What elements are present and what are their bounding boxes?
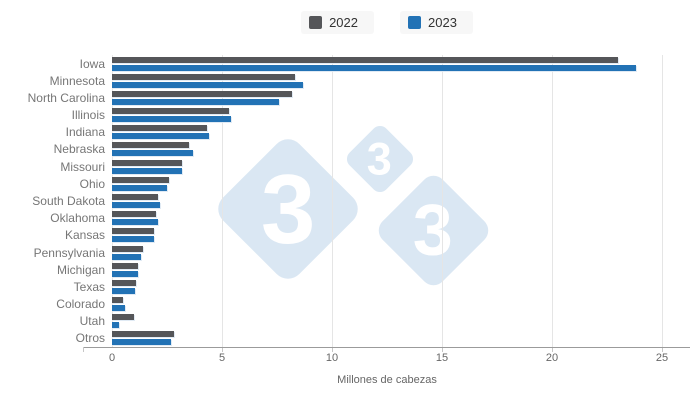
category-label-south-dakota: South Dakota bbox=[32, 194, 105, 208]
legend-swatch-icon bbox=[309, 16, 323, 29]
bar-2023-indiana[interactable] bbox=[112, 133, 209, 140]
bar-2022-texas[interactable] bbox=[112, 279, 137, 286]
category-label-oklahoma: Oklahoma bbox=[50, 211, 105, 226]
x-axis-title: Millones de cabezas bbox=[337, 374, 437, 386]
bar-2022-michigan[interactable] bbox=[112, 262, 139, 269]
bar-2022-pennsylvania[interactable] bbox=[112, 245, 143, 252]
chart-legend: 2022 2023 bbox=[112, 11, 662, 34]
category-label-otros: Otros bbox=[75, 331, 105, 346]
category-label-utah: Utah bbox=[79, 314, 105, 329]
gridline-10 bbox=[332, 55, 333, 347]
watermark-3-glyph: 3 bbox=[260, 153, 316, 264]
gridline-25 bbox=[662, 55, 663, 347]
x-tick-label-10: 10 bbox=[325, 352, 339, 364]
bar-2023-oklahoma[interactable] bbox=[112, 219, 159, 226]
watermark-diamond-3: 3 bbox=[372, 169, 494, 291]
bar-2022-otros[interactable] bbox=[112, 331, 174, 338]
x-axis-tick-20 bbox=[552, 347, 553, 352]
legend-item-2023[interactable]: 2023 bbox=[400, 11, 473, 34]
x-axis-tick-15 bbox=[442, 347, 443, 352]
bar-2023-illinois[interactable] bbox=[112, 116, 231, 123]
category-label-michigan: Michigan bbox=[56, 262, 105, 277]
watermark-3-glyph: 3 bbox=[367, 133, 393, 185]
bar-2023-ohio[interactable] bbox=[112, 184, 167, 191]
bar-2023-nebraska[interactable] bbox=[112, 150, 194, 157]
bar-2022-minnesota[interactable] bbox=[112, 73, 295, 80]
category-label-north-carolina: North Carolina bbox=[27, 90, 105, 105]
x-axis-tick-10 bbox=[332, 347, 333, 352]
bar-2022-oklahoma[interactable] bbox=[112, 211, 156, 218]
bar-2023-pennsylvania[interactable] bbox=[112, 253, 141, 260]
legend-item-2022[interactable]: 2022 bbox=[301, 11, 374, 34]
category-label-kansas: Kansas bbox=[64, 228, 105, 243]
legend-item-label: 2023 bbox=[428, 15, 457, 30]
category-label-minnesota: Minnesota bbox=[49, 73, 105, 88]
bar-2022-kansas[interactable] bbox=[112, 228, 154, 235]
y-axis-line bbox=[112, 55, 113, 347]
gridline-20 bbox=[552, 55, 553, 347]
bar-2022-illinois[interactable] bbox=[112, 108, 229, 115]
bar-2022-north-carolina[interactable] bbox=[112, 90, 293, 97]
watermark-diamond-1: 3 bbox=[211, 132, 365, 286]
bar-2023-north-carolina[interactable] bbox=[112, 98, 280, 105]
bar-2022-missouri[interactable] bbox=[112, 159, 183, 166]
gridline-15 bbox=[442, 55, 443, 347]
bar-2022-indiana[interactable] bbox=[112, 125, 207, 132]
bar-2022-utah[interactable] bbox=[112, 314, 134, 321]
bar-2023-minnesota[interactable] bbox=[112, 81, 304, 88]
watermark-diamond-2: 3 bbox=[343, 122, 417, 196]
x-tick-label-20: 20 bbox=[545, 352, 559, 364]
legend-swatch-icon bbox=[408, 16, 421, 29]
category-label-illinois: Illinois bbox=[71, 108, 105, 123]
bar-2023-otros[interactable] bbox=[112, 339, 172, 346]
category-label-pennsylvania: Pennsylvania bbox=[33, 245, 105, 260]
bar-2022-iowa[interactable] bbox=[112, 56, 618, 63]
x-axis-tick-25 bbox=[662, 347, 663, 352]
bar-2023-texas[interactable] bbox=[112, 287, 136, 294]
category-label-iowa: Iowa bbox=[79, 56, 105, 71]
category-label-indiana: Indiana bbox=[65, 125, 105, 140]
bar-2022-south-dakota[interactable] bbox=[112, 194, 159, 200]
bar-2022-colorado[interactable] bbox=[112, 297, 123, 304]
gridline-5 bbox=[222, 55, 223, 347]
x-axis-end-tick bbox=[83, 347, 84, 352]
x-axis-tick-5 bbox=[222, 347, 223, 352]
category-label-texas: Texas bbox=[73, 279, 105, 294]
x-axis-line bbox=[83, 347, 690, 348]
bar-2023-utah[interactable] bbox=[112, 322, 119, 329]
x-tick-label-25: 25 bbox=[655, 352, 669, 364]
category-label-nebraska: Nebraska bbox=[53, 142, 105, 157]
category-label-missouri: Missouri bbox=[60, 159, 105, 174]
bar-2023-missouri[interactable] bbox=[112, 167, 183, 174]
bar-2023-kansas[interactable] bbox=[112, 236, 154, 243]
x-tick-label-5: 5 bbox=[218, 352, 226, 364]
bar-2023-south-dakota[interactable] bbox=[112, 202, 161, 208]
bar-2022-ohio[interactable] bbox=[112, 176, 170, 183]
category-label-ohio: Ohio bbox=[79, 176, 105, 191]
x-tick-label-15: 15 bbox=[435, 352, 449, 364]
bar-2022-nebraska[interactable] bbox=[112, 142, 189, 149]
bar-2023-iowa[interactable] bbox=[112, 64, 636, 71]
legend-item-label: 2022 bbox=[329, 15, 358, 30]
bar-2023-michigan[interactable] bbox=[112, 270, 139, 277]
bar-2023-colorado[interactable] bbox=[112, 305, 126, 312]
category-label-colorado: Colorado bbox=[56, 297, 105, 312]
x-tick-label-0: 0 bbox=[108, 352, 116, 364]
watermark-3-glyph: 3 bbox=[412, 189, 454, 270]
